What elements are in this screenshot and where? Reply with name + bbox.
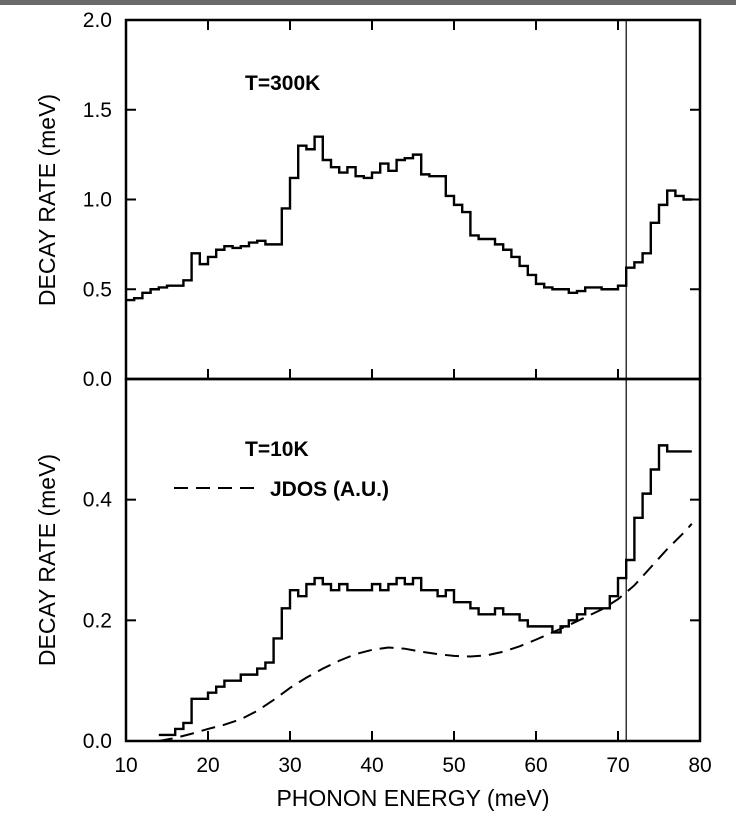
top-y-tick-label: 0.5 xyxy=(83,278,112,301)
bottom-y-axis-label: DECAY RATE (meV) xyxy=(34,454,60,666)
top-y-ticks: 0.0 0.5 1.0 1.5 2.0 xyxy=(83,9,700,391)
series-decay-rate-10k xyxy=(158,444,692,737)
bottom-y-tick-label: 0.4 xyxy=(83,489,113,512)
series-jdos-dashed xyxy=(158,523,693,742)
top-x-ticks xyxy=(125,20,701,379)
annotation-t300k: T=300K xyxy=(245,72,320,95)
bottom-y-tick-label: 0.2 xyxy=(83,609,112,632)
x-tick-label: 80 xyxy=(688,754,711,777)
legend-label-jdos: JDOS (A.U.) xyxy=(270,478,389,501)
x-tick-label: 40 xyxy=(360,754,383,777)
x-tick-label: 60 xyxy=(524,754,547,777)
series-decay-rate-300k xyxy=(126,135,692,302)
top-y-tick-label: 0.0 xyxy=(83,368,112,391)
bottom-y-tick-label: 0.0 xyxy=(83,730,112,753)
top-y-tick-label: 2.0 xyxy=(83,9,112,32)
bottom-y-ticks: 0.0 0.2 0.4 xyxy=(83,489,700,753)
x-axis-label: PHONON ENERGY (meV) xyxy=(276,785,549,811)
top-panel: 0.0 0.5 1.0 1.5 2.0 T=300K DECAY RATE (meV) xyxy=(34,9,702,391)
bottom-panel: 0.0 0.2 0.4 10 20 30 40 50 60 70 80 T=10K JDOS (A… xyxy=(34,377,712,811)
x-tick-label: 10 xyxy=(114,754,137,777)
bottom-x-ticks: 10 20 30 40 50 60 70 80 xyxy=(114,731,712,777)
annotation-t10k: T=10K xyxy=(245,438,309,461)
x-tick-label: 50 xyxy=(442,754,465,777)
x-tick-label: 70 xyxy=(606,754,629,777)
top-y-tick-label: 1.5 xyxy=(83,99,112,122)
bottom-panel-frame xyxy=(124,377,702,743)
top-y-tick-label: 1.0 xyxy=(83,189,112,212)
top-border-strip xyxy=(0,0,736,5)
top-y-axis-label: DECAY RATE (meV) xyxy=(34,94,60,306)
x-tick-label: 30 xyxy=(278,754,301,777)
top-panel-frame xyxy=(124,18,702,381)
x-tick-label: 20 xyxy=(196,754,219,777)
